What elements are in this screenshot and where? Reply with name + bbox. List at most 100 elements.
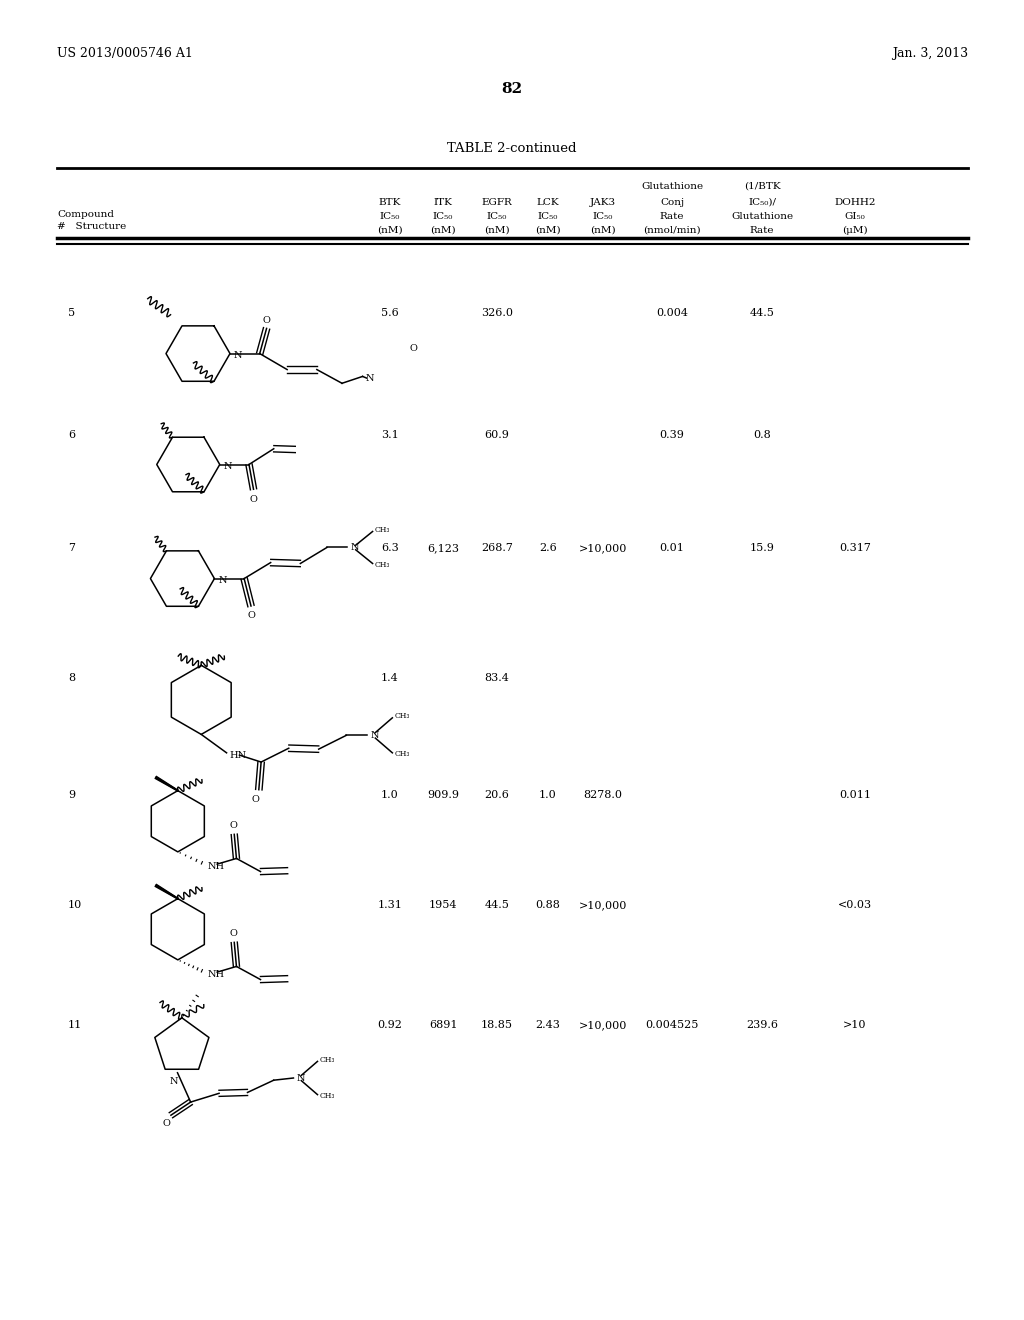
Text: LCK: LCK [537, 198, 559, 207]
Text: JAK3: JAK3 [590, 198, 616, 207]
Text: (μM): (μM) [842, 226, 867, 235]
Text: 18.85: 18.85 [481, 1020, 513, 1030]
Text: EGFR: EGFR [481, 198, 512, 207]
Text: DOHH2: DOHH2 [835, 198, 876, 207]
Text: 10: 10 [68, 900, 82, 909]
Text: 15.9: 15.9 [750, 543, 774, 553]
Text: CH₃: CH₃ [375, 561, 390, 569]
Text: BTK: BTK [379, 198, 401, 207]
Text: NH: NH [207, 862, 224, 871]
Text: (nmol/min): (nmol/min) [643, 226, 700, 235]
Text: 326.0: 326.0 [481, 308, 513, 318]
Text: (nM): (nM) [484, 226, 510, 235]
Text: ITK: ITK [433, 198, 453, 207]
Text: 44.5: 44.5 [484, 900, 509, 909]
Text: O: O [247, 611, 255, 620]
Text: 0.004: 0.004 [656, 308, 688, 318]
Text: O: O [229, 929, 238, 939]
Text: 7: 7 [68, 543, 75, 553]
Text: N: N [350, 543, 359, 552]
Text: >10: >10 [843, 1020, 866, 1030]
Text: 0.39: 0.39 [659, 430, 684, 440]
Text: O: O [251, 795, 259, 804]
Text: 6: 6 [68, 430, 75, 440]
Text: N: N [371, 731, 379, 739]
Text: 2.6: 2.6 [539, 543, 557, 553]
Text: 8: 8 [68, 673, 75, 682]
Text: N: N [218, 577, 226, 585]
Text: 268.7: 268.7 [481, 543, 513, 553]
Text: 6.3: 6.3 [381, 543, 399, 553]
Text: 0.92: 0.92 [378, 1020, 402, 1030]
Text: 0.011: 0.011 [839, 789, 871, 800]
Text: HN: HN [229, 751, 247, 759]
Text: 1.4: 1.4 [381, 673, 399, 682]
Text: 0.317: 0.317 [839, 543, 871, 553]
Text: IC₅₀: IC₅₀ [538, 213, 558, 220]
Text: CH₃: CH₃ [319, 1092, 335, 1100]
Text: 0.01: 0.01 [659, 543, 684, 553]
Text: O: O [250, 495, 257, 504]
Text: CH₃: CH₃ [394, 750, 410, 758]
Text: #   Structure: # Structure [57, 222, 126, 231]
Text: >10,000: >10,000 [579, 1020, 627, 1030]
Text: O: O [410, 345, 418, 354]
Text: N: N [297, 1073, 305, 1082]
Text: CH₃: CH₃ [394, 713, 410, 721]
Text: Jan. 3, 2013: Jan. 3, 2013 [892, 48, 968, 59]
Text: Rate: Rate [750, 226, 774, 235]
Text: 0.88: 0.88 [536, 900, 560, 909]
Text: >10,000: >10,000 [579, 900, 627, 909]
Text: 8278.0: 8278.0 [584, 789, 623, 800]
Text: 6891: 6891 [429, 1020, 458, 1030]
Text: 0.004525: 0.004525 [645, 1020, 698, 1030]
Text: Conj: Conj [659, 198, 684, 207]
Text: (1/BTK: (1/BTK [743, 182, 780, 191]
Text: 1.31: 1.31 [378, 900, 402, 909]
Text: O: O [163, 1118, 171, 1127]
Text: 60.9: 60.9 [484, 430, 509, 440]
Text: 44.5: 44.5 [750, 308, 774, 318]
Text: 5: 5 [68, 308, 75, 318]
Text: IC₅₀: IC₅₀ [380, 213, 400, 220]
Text: Glutathione: Glutathione [641, 182, 703, 191]
Text: CH₃: CH₃ [319, 1056, 335, 1064]
Text: <0.03: <0.03 [838, 900, 872, 909]
Text: 3.1: 3.1 [381, 430, 399, 440]
Text: Glutathione: Glutathione [731, 213, 793, 220]
Text: 20.6: 20.6 [484, 789, 509, 800]
Text: (nM): (nM) [430, 226, 456, 235]
Text: 0.8: 0.8 [753, 430, 771, 440]
Text: 6,123: 6,123 [427, 543, 459, 553]
Text: Rate: Rate [659, 213, 684, 220]
Text: US 2013/0005746 A1: US 2013/0005746 A1 [57, 48, 193, 59]
Text: Compound: Compound [57, 210, 114, 219]
Text: IC₅₀: IC₅₀ [593, 213, 613, 220]
Text: 1.0: 1.0 [539, 789, 557, 800]
Text: IC₅₀: IC₅₀ [433, 213, 454, 220]
Text: N: N [366, 374, 374, 383]
Text: 1.0: 1.0 [381, 789, 399, 800]
Text: 5.6: 5.6 [381, 308, 399, 318]
Text: 83.4: 83.4 [484, 673, 509, 682]
Text: O: O [229, 821, 238, 830]
Text: 11: 11 [68, 1020, 82, 1030]
Text: (nM): (nM) [590, 226, 615, 235]
Text: 239.6: 239.6 [746, 1020, 778, 1030]
Text: NH: NH [207, 970, 224, 979]
Text: (nM): (nM) [377, 226, 402, 235]
Text: N: N [170, 1077, 178, 1086]
Text: IC₅₀)/: IC₅₀)/ [748, 198, 776, 207]
Text: >10,000: >10,000 [579, 543, 627, 553]
Text: N: N [233, 351, 242, 360]
Text: 9: 9 [68, 789, 75, 800]
Text: CH₃: CH₃ [375, 527, 390, 535]
Text: TABLE 2-continued: TABLE 2-continued [447, 143, 577, 154]
Text: (nM): (nM) [536, 226, 561, 235]
Text: 82: 82 [502, 82, 522, 96]
Text: GI₅₀: GI₅₀ [845, 213, 865, 220]
Text: 1954: 1954 [429, 900, 458, 909]
Text: IC₅₀: IC₅₀ [486, 213, 507, 220]
Text: 909.9: 909.9 [427, 789, 459, 800]
Text: N: N [223, 462, 231, 471]
